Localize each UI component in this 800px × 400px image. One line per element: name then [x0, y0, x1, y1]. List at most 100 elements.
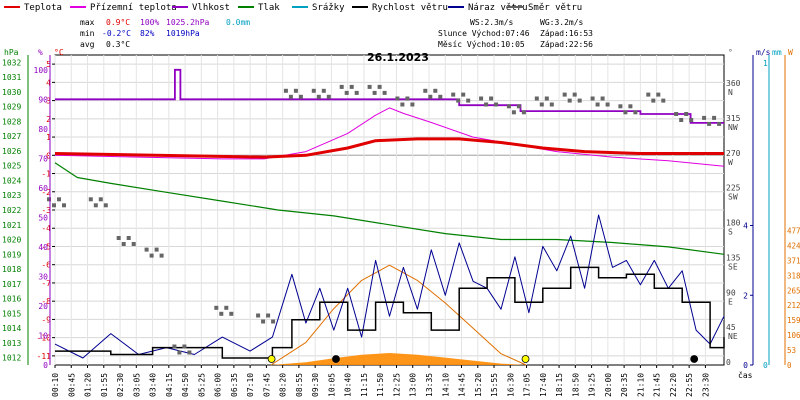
legend-vlhkost: Vlhkost — [192, 3, 230, 13]
axis-title-dir: ° — [728, 48, 733, 57]
legend-teplota: Teplota — [24, 3, 62, 13]
wind-direction-point — [144, 247, 149, 252]
tick-label-x: 22:20 — [669, 373, 678, 397]
tick-label-hpa: 1022 — [2, 206, 21, 215]
tick-label-mm: 1 — [763, 59, 768, 68]
wind-direction-point — [261, 319, 266, 324]
tick-label-hpa: 1014 — [2, 324, 21, 333]
wind-direction-point — [52, 203, 56, 208]
tick-label-c: -4 — [41, 224, 51, 233]
tick-label-w: 0 — [787, 361, 792, 370]
wind-direction-point — [298, 94, 303, 99]
wind-direction-point — [438, 94, 443, 99]
tick-label-pct: 0 — [43, 361, 48, 370]
tick-label-x: 10:05 — [327, 373, 336, 397]
wind-direction-point — [103, 203, 108, 208]
tick-label-hpa: 1016 — [2, 295, 21, 304]
tick-label-c: -8 — [41, 297, 51, 306]
tick-label-x: 03:05 — [132, 373, 141, 397]
stat-avg-label: avg — [80, 40, 95, 49]
wind-direction-point — [702, 115, 707, 120]
tick-label-dir: 90 — [726, 288, 736, 297]
tick-label-x: 14:10 — [441, 373, 450, 397]
wind-direction-point — [534, 96, 539, 101]
tick-label-dir: 225 — [726, 184, 741, 193]
wind-direction-point — [229, 311, 234, 316]
tick-label-c: -10 — [37, 334, 52, 343]
wind-direction-point — [656, 92, 661, 97]
wind-direction-point — [451, 92, 456, 97]
wind-direction-point — [316, 94, 321, 99]
tick-label-dir-name: S — [728, 228, 733, 237]
tick-label-w: 159 — [787, 316, 800, 325]
stat-avg-temp: 0.3°C — [106, 40, 130, 49]
tick-label-x: 09:30 — [311, 373, 320, 397]
wind-direction-point — [224, 305, 229, 310]
wind-direction-point — [479, 96, 484, 101]
tick-label-dir-name: SE — [728, 262, 738, 271]
axis-title-mm: mm — [772, 48, 782, 57]
wind-direction-point — [428, 94, 433, 99]
wind-direction-point — [707, 121, 712, 126]
axis-title-hpa: hPa — [4, 48, 19, 57]
tick-label-dir: 180 — [726, 219, 741, 228]
wind-direction-point — [466, 98, 471, 103]
wind-direction-point — [271, 319, 276, 324]
wind-direction-point — [116, 236, 121, 240]
tick-label-pct: 70 — [38, 154, 48, 163]
tick-label-pct: 100 — [34, 66, 49, 75]
wind-direction-point — [93, 203, 98, 208]
wind-direction-point — [633, 110, 638, 115]
tick-label-x: 04:50 — [181, 373, 190, 397]
stat-max-label: max — [80, 18, 95, 27]
wind-direction-point — [62, 203, 66, 208]
tick-label-hpa: 1019 — [2, 250, 21, 259]
legend: Teplota Přízemní teplota Vlhkost Tlak Sr… — [4, 3, 582, 13]
wind-direction-point — [423, 88, 428, 93]
tick-label-w: 371 — [787, 256, 800, 265]
wind-direction-point — [339, 84, 344, 89]
wind-direction-point — [521, 110, 526, 115]
series-prizemni-teplota — [54, 107, 725, 167]
tick-label-w: 424 — [787, 241, 800, 250]
wind-direction-point — [154, 247, 159, 252]
stat-min-temp: -0.2°C — [102, 29, 131, 38]
tick-label-x: 00:10 — [51, 373, 60, 397]
wind-direction-point — [516, 104, 521, 109]
tick-label-x: 22:55 — [685, 373, 694, 397]
series-naraz-vetru — [54, 214, 725, 359]
tick-label-pct: 90 — [38, 95, 48, 104]
wind-direction-point — [605, 102, 610, 107]
wind-direction-point — [98, 197, 103, 202]
tick-label-hpa: 1030 — [2, 88, 21, 97]
wind-direction-point — [494, 102, 499, 107]
wind-direction-point — [395, 96, 400, 101]
tick-label-dir: 45 — [726, 323, 736, 332]
wind-direction-point — [651, 98, 656, 103]
wind-direction-point — [47, 197, 51, 202]
tick-label-x: 02:30 — [116, 373, 125, 397]
tick-label-x: 23:30 — [701, 373, 710, 397]
wind-direction-point — [283, 88, 288, 93]
tick-label-w: 477 — [787, 226, 800, 235]
wind-direction-point — [456, 98, 461, 103]
legend-rychlost-vetru: Rychlost větru — [372, 3, 448, 13]
tick-label-x: 18:15 — [555, 373, 564, 397]
stat-min-press: 1019hPa — [166, 29, 200, 38]
wind-direction-point — [646, 92, 651, 97]
stat-min-hum: 82% — [140, 29, 155, 38]
axis-title-w: W — [788, 48, 793, 57]
wind-direction-point — [400, 102, 405, 107]
tick-label-hpa: 1012 — [2, 354, 21, 363]
tick-label-w: 106 — [787, 331, 800, 340]
moonrise-marker — [332, 355, 340, 363]
tick-label-c: -5 — [41, 242, 51, 251]
wind-direction-point — [539, 102, 544, 107]
tick-label-hpa: 1021 — [2, 221, 21, 230]
tick-label-hpa: 1025 — [2, 162, 21, 171]
tick-label-dir: 0 — [726, 358, 731, 367]
legend-srazky: Srážky — [312, 3, 345, 13]
tick-label-c: -11 — [37, 352, 52, 361]
tick-label-ms: 4 — [743, 222, 748, 231]
